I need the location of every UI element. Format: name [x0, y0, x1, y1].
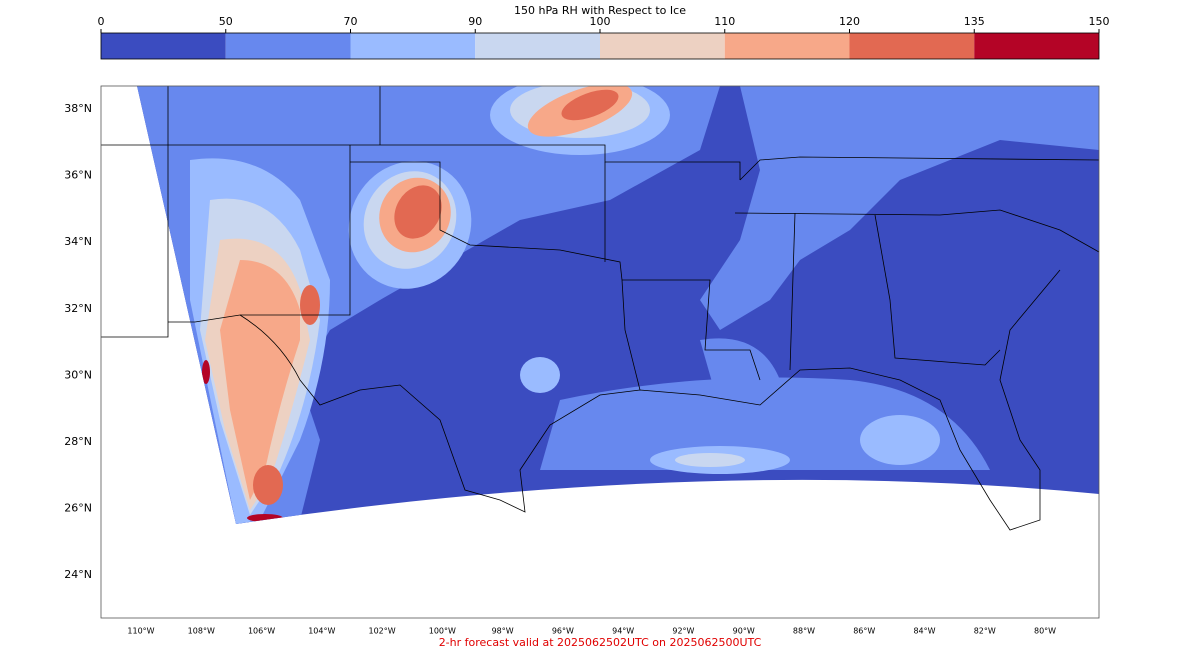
colorbar-tick-label: 0 [98, 15, 105, 28]
lon-label: 98°W [492, 627, 514, 636]
colorbar-title: 150 hPa RH with Respect to Ice [514, 4, 686, 17]
forecast-footer: 2-hr forecast valid at 2025062502UTC on … [439, 636, 762, 649]
colorbar-tick-label: 100 [590, 15, 611, 28]
lat-label: 28°N [64, 435, 92, 448]
colorbar-segment [101, 33, 226, 59]
lon-label: 86°W [853, 627, 875, 636]
lat-label: 32°N [64, 302, 92, 315]
lon-label: 92°W [672, 627, 694, 636]
colorbar-frame [100, 32, 1100, 60]
axis-labels: 38°N 36°N 34°N 32°N 30°N 28°N 26°N 24°N 110°W 108… [64, 102, 1056, 636]
colorbar-segment [849, 33, 975, 59]
colorbar-segment [475, 33, 600, 59]
lat-label: 34°N [64, 235, 92, 248]
colorbar-tick-label: 50 [219, 15, 233, 28]
colorbar-tick-label: 135 [964, 15, 985, 28]
map-frame [100, 85, 1100, 619]
lon-label: 82°W [974, 627, 996, 636]
colorbar-segment [600, 33, 725, 59]
colorbar-tick-label: 120 [839, 15, 860, 28]
colorbar-segment [225, 33, 351, 59]
lon-label: 80°W [1034, 627, 1056, 636]
colorbar-tick-label: 90 [468, 15, 482, 28]
lon-label: 90°W [733, 627, 755, 636]
colorbar-segment [974, 33, 1099, 59]
lon-label: 88°W [793, 627, 815, 636]
lon-label: 100°W [429, 627, 456, 636]
lon-label: 108°W [188, 627, 215, 636]
colorbar-segment [724, 33, 850, 59]
lat-label: 24°N [64, 568, 92, 581]
lat-label: 36°N [64, 169, 92, 182]
colorbar-segment [350, 33, 476, 59]
lon-label: 106°W [248, 627, 275, 636]
colorbar: 0 50 70 90 100 110 120 135 150 [98, 15, 1110, 59]
boundaries [101, 86, 1100, 531]
lon-label: 84°W [913, 627, 935, 636]
lat-label: 38°N [64, 102, 92, 115]
colorbar-tick-label: 70 [344, 15, 358, 28]
lon-label: 94°W [612, 627, 634, 636]
colorbar-tick-label: 150 [1089, 15, 1110, 28]
lat-label: 30°N [64, 368, 92, 381]
lat-label: 26°N [64, 502, 92, 515]
lon-label: 110°W [127, 627, 154, 636]
rh-field [137, 86, 1099, 524]
lon-label: 96°W [552, 627, 574, 636]
lon-label: 104°W [308, 627, 335, 636]
colorbar-tick-label: 110 [714, 15, 735, 28]
lon-label: 102°W [368, 627, 395, 636]
